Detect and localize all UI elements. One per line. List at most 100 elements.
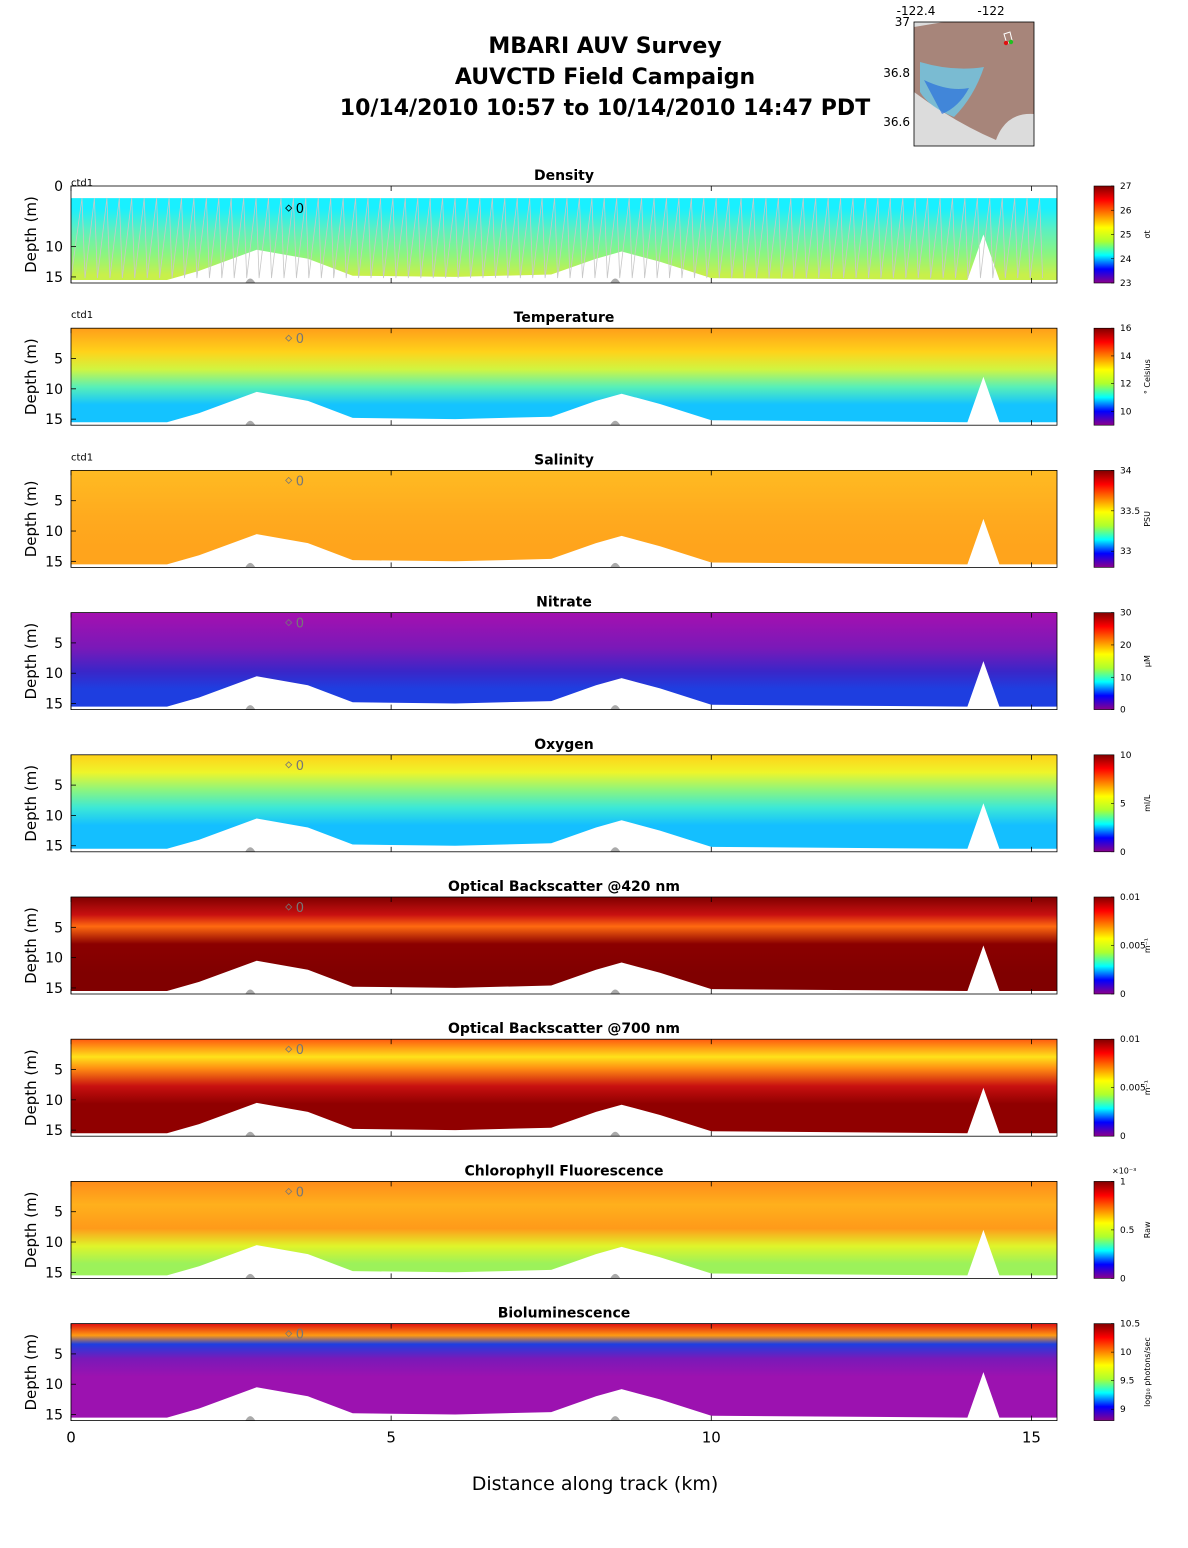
y-tick-label: 15 xyxy=(45,1123,63,1139)
panel-salinity: 5 10 15 Depth (m) Salinity ctd1 0 34 33.5 33 PSU xyxy=(22,452,1152,570)
bathymetry-bump xyxy=(610,705,621,710)
y-axis-label: Depth (m) xyxy=(22,481,40,558)
colorbar-unit-label: σt xyxy=(1143,230,1152,238)
y-axis-label: Depth (m) xyxy=(22,1192,40,1269)
y-tick-label: 5 xyxy=(54,636,63,652)
colorbar-unit-label: ° Celsius xyxy=(1143,359,1152,394)
y-tick-label: 15 xyxy=(45,270,63,286)
colorbar-tick-label: 25 xyxy=(1120,231,1131,241)
colorbar-tick-label: 0.005 xyxy=(1120,1084,1146,1094)
track-marker xyxy=(285,204,293,212)
bathymetry-bump xyxy=(610,989,621,994)
y-axis-label: Depth (m) xyxy=(22,1049,40,1126)
colorbar-unit-label: ml/L xyxy=(1143,794,1152,812)
colorbar-tick-label: 24 xyxy=(1120,255,1132,265)
map-frame xyxy=(913,21,1035,147)
colorbar-tick-label: 1 xyxy=(1120,1177,1126,1187)
y-tick-label: 10 xyxy=(45,951,63,967)
colorbar-tick-label: 23 xyxy=(1120,279,1131,289)
ctd-label: ctd1 xyxy=(71,178,93,189)
figure-time-range: 10/14/2010 10:57 to 10/14/2010 14:47 PDT xyxy=(339,96,871,121)
track-marker xyxy=(285,334,293,342)
panel-title: Bioluminescence xyxy=(498,1306,631,1322)
y-axis-label: Depth (m) xyxy=(22,623,40,700)
axes-box xyxy=(70,1181,1058,1279)
y-tick-label: 10 xyxy=(45,808,63,824)
map-lat-tick-label: 36.6 xyxy=(883,115,910,129)
y-tick-label: 5 xyxy=(54,352,63,368)
colorbar-tick-label: 9 xyxy=(1120,1405,1126,1415)
colorbar-unit-label: m⁻¹ xyxy=(1143,938,1152,953)
bathymetry-bump xyxy=(610,847,621,852)
colorbar xyxy=(1093,1323,1115,1421)
bathymetry-bump xyxy=(245,989,256,994)
y-tick-label: 5 xyxy=(54,1205,63,1221)
colorbar-tick-label: 0 xyxy=(1120,1274,1126,1284)
y-tick-label: 0 xyxy=(54,179,63,195)
bathymetry-bump xyxy=(610,562,621,568)
axes-box xyxy=(70,185,1058,284)
y-tick-label: 15 xyxy=(45,554,63,570)
y-tick-label: 10 xyxy=(45,1377,63,1393)
colorbar-tick-label: 0.01 xyxy=(1120,893,1140,903)
track-marker xyxy=(285,1330,293,1338)
vehicle-track xyxy=(70,198,1043,279)
y-tick-label: 10 xyxy=(45,524,63,540)
track-marker-label: 0 xyxy=(296,617,304,632)
track-marker xyxy=(285,476,293,484)
bathymetry-bump xyxy=(610,1273,621,1279)
field-density xyxy=(71,198,1057,280)
axes-box xyxy=(70,327,1058,426)
bathymetry-bump xyxy=(245,278,256,283)
y-tick-label: 5 xyxy=(54,1347,63,1363)
bathymetry-bump xyxy=(245,420,256,426)
track-marker-label: 0 xyxy=(296,1185,304,1200)
map-end-marker xyxy=(1008,39,1014,45)
y-tick-label: 5 xyxy=(54,494,63,510)
track-marker xyxy=(285,1045,293,1053)
field-temperature xyxy=(71,328,1057,423)
y-tick-label: 10 xyxy=(45,1235,63,1251)
colorbar-tick-label: 30 xyxy=(1120,609,1132,619)
field-chlorophyll-fluorescence xyxy=(71,1181,1057,1276)
colorbar xyxy=(1093,327,1115,426)
track-marker-label: 0 xyxy=(296,474,304,489)
x-axis-label: Distance along track (km) xyxy=(471,1473,719,1495)
colorbar-tick-label: 10 xyxy=(1120,673,1132,683)
track-marker xyxy=(285,761,293,769)
figure-subtitle: AUVCTD Field Campaign xyxy=(454,65,756,90)
colorbar-tick-label: 0.01 xyxy=(1120,1035,1140,1045)
panel-temperature: 5 10 15 Depth (m) Temperature ctd1 0 16 14 12 10 ° … xyxy=(22,310,1152,428)
y-tick-label: 10 xyxy=(45,666,63,682)
colorbar-unit-label: log₁₀ photons/sec xyxy=(1143,1337,1152,1407)
axes-box xyxy=(70,1323,1058,1421)
y-tick-label: 5 xyxy=(54,1063,63,1079)
colorbar-tick-label: 14 xyxy=(1120,352,1132,362)
map-track xyxy=(1003,31,1013,45)
track-marker-label: 0 xyxy=(296,1043,304,1058)
track-marker-label: 0 xyxy=(296,759,304,774)
bathymetry-bump xyxy=(245,1273,256,1279)
x-tick-label: 10 xyxy=(702,1429,721,1447)
bathymetry-bump xyxy=(245,1131,256,1137)
field-optical-backscatter-700-nm xyxy=(71,1039,1057,1134)
panel-optical-backscatter-420-nm: 5 10 15 Depth (m) Optical Backscatter @420 n… xyxy=(22,879,1152,1000)
bathymetry-bump xyxy=(245,847,256,852)
y-tick-label: 15 xyxy=(45,412,63,428)
panel-title: Salinity xyxy=(534,452,594,468)
colorbar-tick-label: 34 xyxy=(1120,466,1132,476)
colorbar-tick-label: 10 xyxy=(1120,1348,1132,1358)
track-marker-label: 0 xyxy=(296,332,304,347)
colorbar-tick-label: 0 xyxy=(1120,848,1126,858)
bathymetry-bump xyxy=(245,562,256,568)
y-tick-label: 15 xyxy=(45,1408,63,1424)
ctd-label: ctd1 xyxy=(71,310,93,321)
field-optical-backscatter-420-nm xyxy=(71,897,1057,991)
colorbar-tick-label: 16 xyxy=(1120,324,1132,334)
colorbar xyxy=(1093,612,1115,710)
panel-optical-backscatter-700-nm: 5 10 15 Depth (m) Optical Backscatter @700 n… xyxy=(22,1021,1152,1142)
axes-box xyxy=(70,896,1058,995)
colorbar-unit-label: Raw xyxy=(1143,1221,1152,1238)
colorbar-tick-label: 5 xyxy=(1120,799,1126,809)
